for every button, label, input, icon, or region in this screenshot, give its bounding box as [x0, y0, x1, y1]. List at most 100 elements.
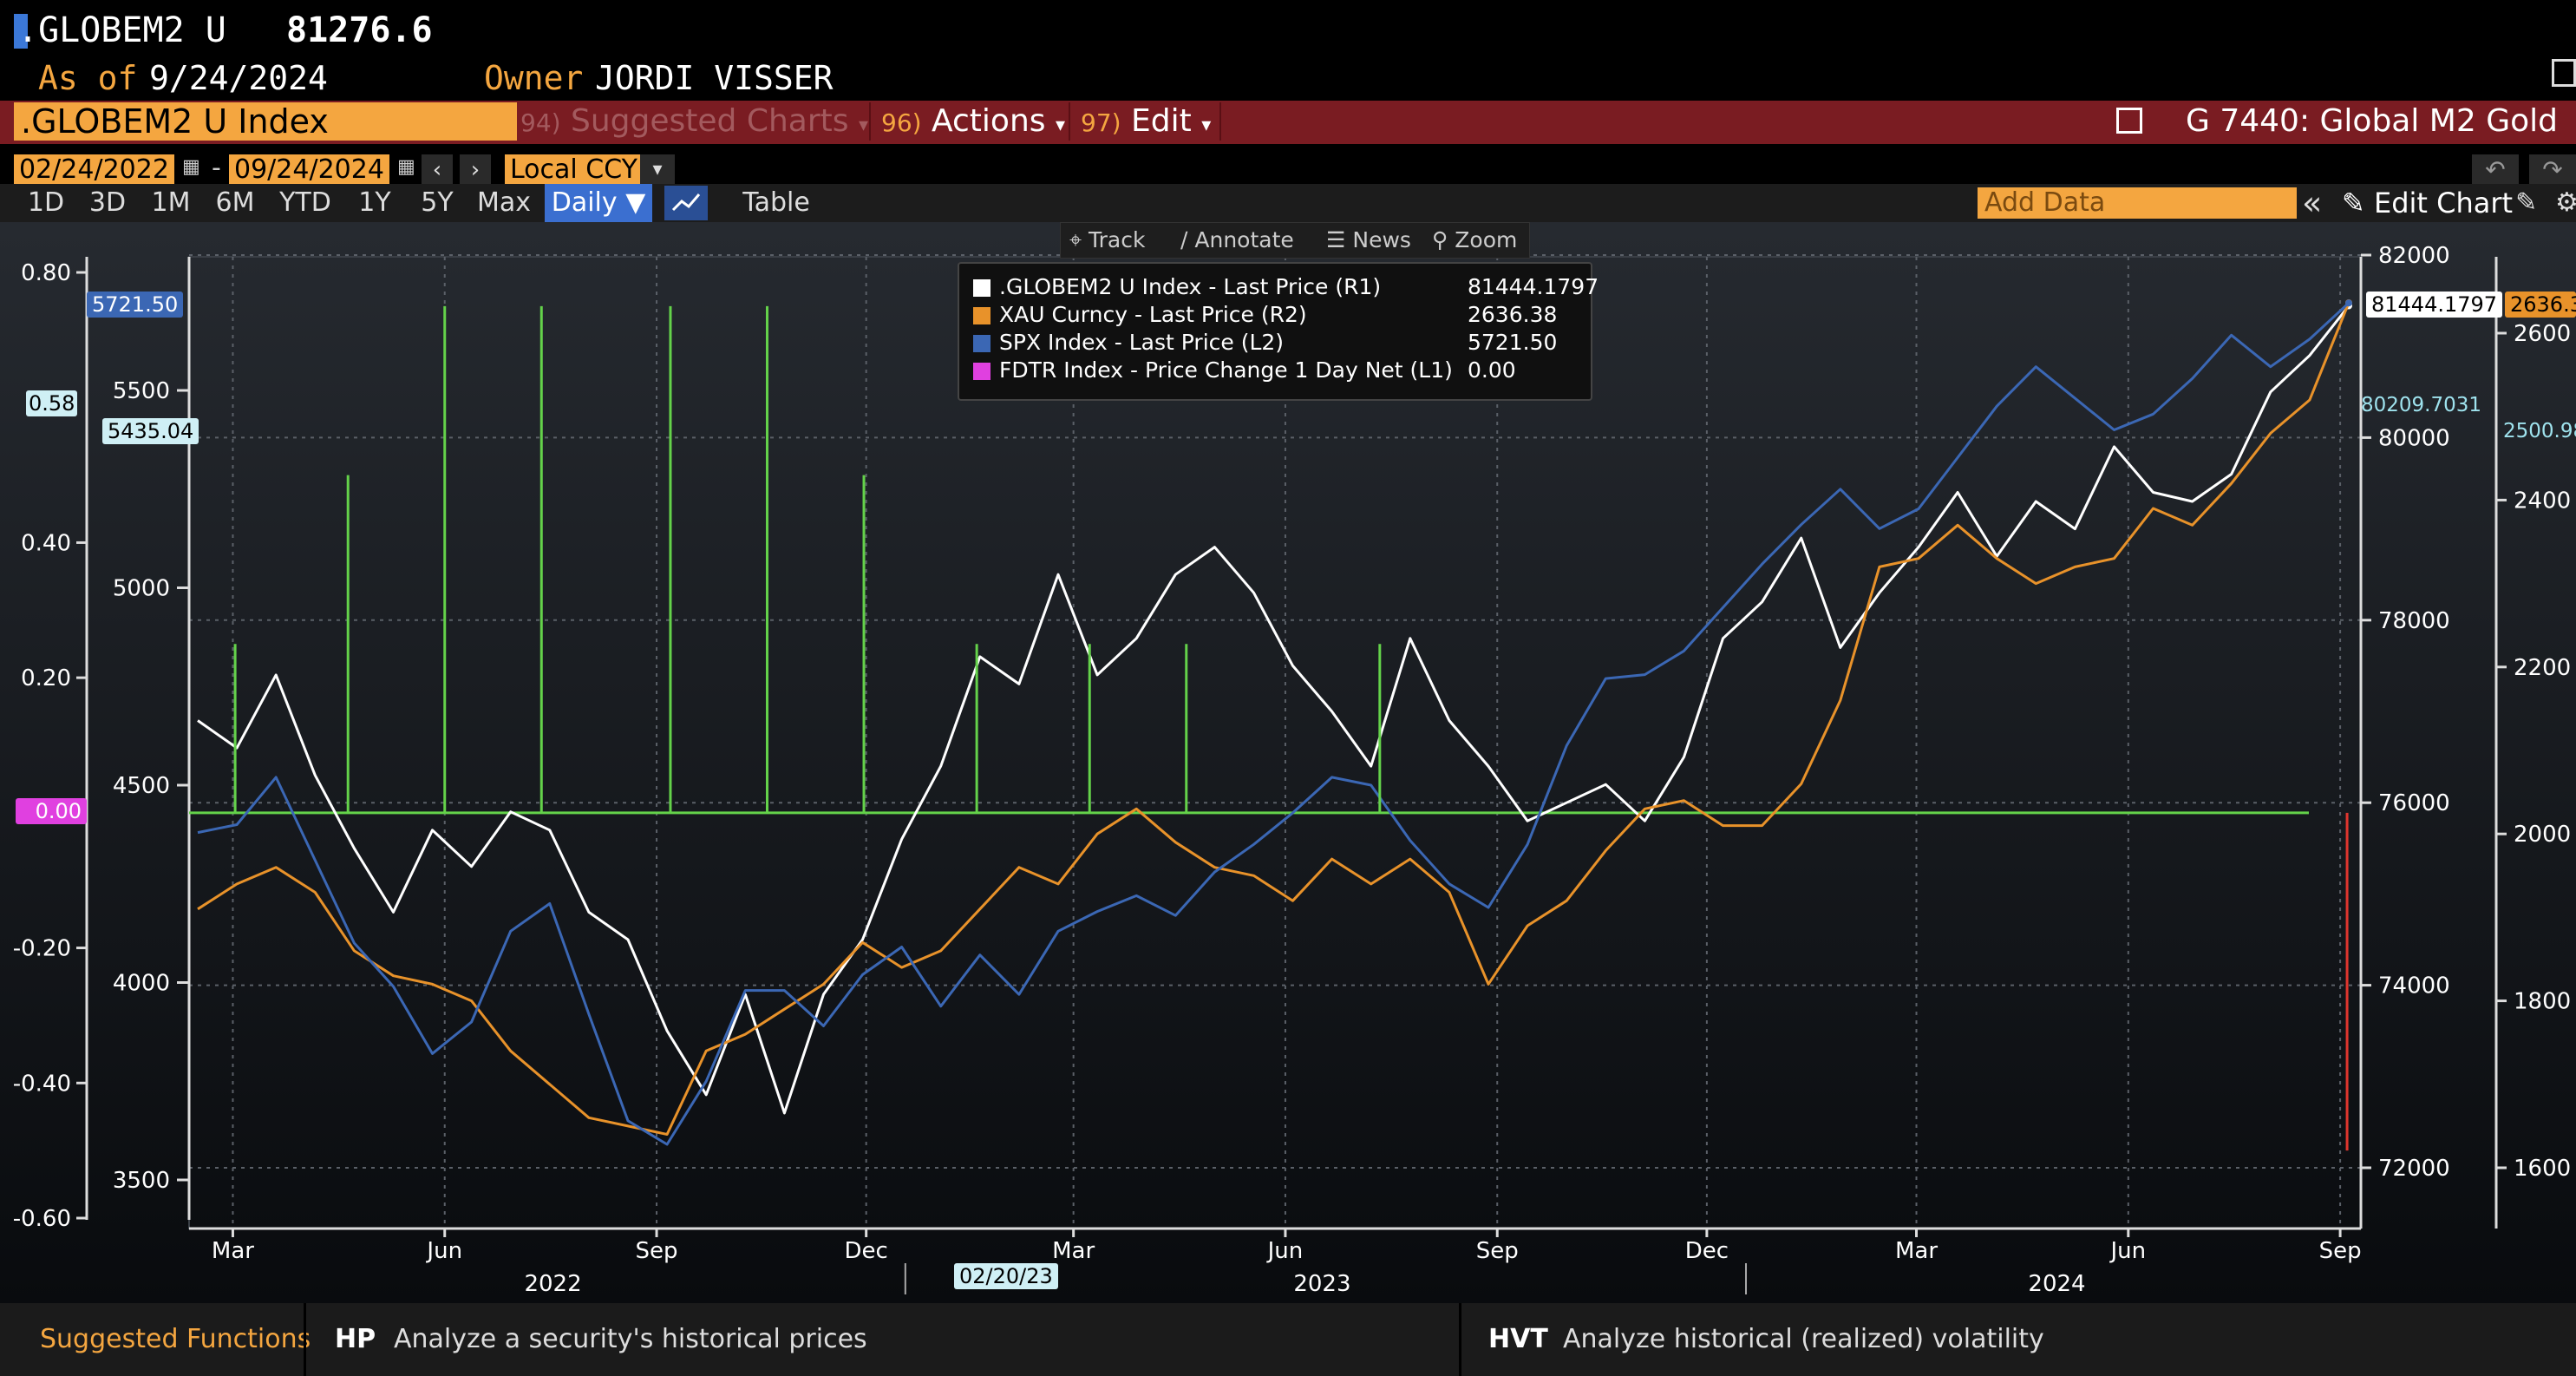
line-chart-icon[interactable]: [664, 186, 708, 220]
edit-num: 97): [1081, 108, 1121, 137]
redo-button[interactable]: ↷: [2529, 154, 2576, 186]
series-endpoint-point[interactable]: [2345, 299, 2352, 307]
collapse-icon[interactable]: «: [2302, 184, 2323, 222]
legend-value: 5721.50: [1468, 330, 1558, 355]
x-month-label: Jun: [425, 1238, 462, 1264]
crosshair-date-tag: 02/20/23: [954, 1263, 1058, 1289]
chart-series: [189, 299, 2352, 1151]
external-link-icon[interactable]: [2116, 108, 2142, 134]
series-line[interactable]: [197, 302, 2350, 1146]
range-3d[interactable]: 3D: [88, 187, 127, 218]
prev-period-button[interactable]: ‹: [422, 154, 453, 186]
axis-tick-label: 2000: [2514, 822, 2571, 848]
header-price: 81276.6: [286, 10, 433, 50]
calendar-icon[interactable]: ▦: [397, 156, 415, 178]
hp-function-code[interactable]: HP: [335, 1324, 376, 1354]
range-ytd[interactable]: YTD: [279, 187, 331, 218]
undo-button[interactable]: ↶: [2472, 154, 2519, 186]
legend-name: FDTR Index - Price Change 1 Day Net (L1): [999, 357, 1453, 383]
next-period-button[interactable]: ›: [460, 154, 491, 186]
news-icon: ☰: [1326, 227, 1346, 252]
m2-marker-tag: 80209.7031: [2361, 394, 2482, 416]
date-dash: -: [212, 153, 221, 183]
settings-icon[interactable]: ⚙: [2555, 187, 2576, 218]
range-1m[interactable]: 1M: [151, 187, 191, 218]
range-1d[interactable]: 1D: [27, 187, 65, 218]
chart-background: [0, 222, 2576, 1303]
start-date-input[interactable]: 02/24/2022: [14, 154, 174, 186]
owner-label: Owner: [484, 59, 584, 97]
x-month-label: Jun: [2109, 1238, 2146, 1264]
zoom-tool[interactable]: ⚲ Zoom: [1432, 223, 1517, 258]
chart-title: G 7440: Global M2 Gold: [2186, 103, 2558, 139]
as-of-label: As of: [38, 59, 138, 97]
crosshair-icon: ⌖: [1069, 227, 1082, 252]
track-tool[interactable]: ⌖ Track: [1069, 223, 1145, 258]
chart[interactable]: 0.80 0.40 0.20 -0.20 -0.40 -0.60 5500 5000 4500 4…: [0, 222, 2576, 1303]
axis-tick-label: 1600: [2514, 1156, 2571, 1182]
axis-tick-label: 5500: [113, 378, 170, 404]
header-ticker: .GLOBEM2 U: [17, 10, 226, 50]
chevron-down-icon[interactable]: ▾: [640, 154, 675, 186]
suggested-functions-label: Suggested Functions: [40, 1324, 311, 1354]
axis-tick-label: 0.40: [21, 530, 71, 556]
legend-name: .GLOBEM2 U Index - Last Price (R1): [999, 274, 1382, 299]
series-line[interactable]: [197, 305, 2350, 1115]
range-5y[interactable]: 5Y: [421, 187, 454, 218]
hp-function-desc[interactable]: Analyze a security's historical prices: [394, 1324, 867, 1354]
as-of-date: 9/24/2024: [149, 59, 328, 97]
x-month-label: Dec: [1685, 1238, 1729, 1264]
currency-select[interactable]: Local CCY: [505, 154, 640, 186]
l1-marker-tag: 0.58: [26, 390, 78, 416]
hvt-function-code[interactable]: HVT: [1488, 1324, 1548, 1354]
axis-tick-label: 2200: [2514, 655, 2571, 681]
add-data-input[interactable]: Add Data: [1978, 187, 2297, 219]
edit-chart-label: Edit Chart: [2373, 187, 2514, 220]
bar-divider: [304, 1303, 306, 1376]
security-field[interactable]: .GLOBEM2 U Index: [14, 102, 517, 141]
window-icon[interactable]: [2552, 59, 2576, 87]
frequency-select[interactable]: Daily ▼: [545, 184, 652, 222]
axis-tick-label: 76000: [2378, 790, 2450, 816]
edit-chart-button[interactable]: ✎ Edit Chart: [2342, 184, 2513, 222]
pencil-icon: ✎: [2342, 187, 2365, 220]
x-month-label: Mar: [212, 1238, 254, 1264]
x-year-label: 2024: [2028, 1271, 2085, 1297]
spx-last-tag: 5721.50: [87, 292, 184, 318]
actions-num: 96): [881, 108, 922, 137]
range-max[interactable]: Max: [476, 187, 532, 218]
suggested-charts-button[interactable]: 94) Suggested Charts ▾: [520, 102, 868, 141]
legend-value: 2636.38: [1468, 302, 1558, 327]
calendar-icon[interactable]: ▦: [182, 156, 200, 178]
news-tool[interactable]: ☰ News: [1326, 223, 1411, 258]
edit-button[interactable]: 97) Edit ▾: [1081, 102, 1211, 141]
edit-tool-icon[interactable]: ✎: [2515, 187, 2538, 218]
suggested-charts-num: 94): [520, 108, 561, 137]
actions-label: Actions: [932, 103, 1046, 139]
chart-toolbar: ⌖ Track ∕ Annotate ☰ News ⚲ Zoom: [1060, 222, 1530, 259]
table-button[interactable]: Table: [742, 187, 810, 218]
toolbar-divider: [1219, 102, 1221, 141]
axis-tick-label: -0.20: [13, 936, 71, 962]
owner-name: JORDI VISSER: [595, 59, 834, 97]
axis-tick-label: 0.80: [21, 260, 71, 286]
toolbar-divider: [1069, 102, 1070, 141]
axis-tick-label: 2400: [2514, 488, 2571, 514]
x-month-label: Mar: [1052, 1238, 1095, 1264]
end-date-input[interactable]: 09/24/2024: [229, 154, 389, 186]
legend-swatch: [973, 279, 991, 297]
x-year-label: 2022: [524, 1271, 581, 1297]
x-month-label: Sep: [636, 1238, 678, 1264]
annotate-tool[interactable]: ∕ Annotate: [1180, 223, 1294, 258]
actions-button[interactable]: 96) Actions ▾: [881, 102, 1065, 141]
series-line[interactable]: [197, 302, 2350, 1136]
search-icon: ⚲: [1432, 227, 1448, 252]
suggested-functions-bar: [0, 1303, 2576, 1376]
chevron-down-icon: ▼: [625, 187, 646, 218]
spx-marker-tag: 5435.04: [102, 418, 199, 444]
pen-icon: ∕: [1180, 227, 1188, 252]
track-label: Track: [1089, 227, 1146, 252]
range-1y[interactable]: 1Y: [358, 187, 391, 218]
hvt-function-desc[interactable]: Analyze historical (realized) volatility: [1563, 1324, 2044, 1354]
range-6m[interactable]: 6M: [215, 187, 255, 218]
